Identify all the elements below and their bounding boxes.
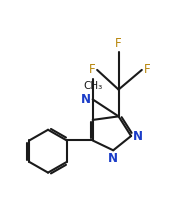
Text: N: N [108,152,118,165]
Text: N: N [133,129,143,143]
Text: F: F [89,63,95,76]
Text: N: N [81,93,91,106]
Text: F: F [144,63,150,76]
Text: CH₃: CH₃ [83,81,102,91]
Text: F: F [115,37,122,50]
